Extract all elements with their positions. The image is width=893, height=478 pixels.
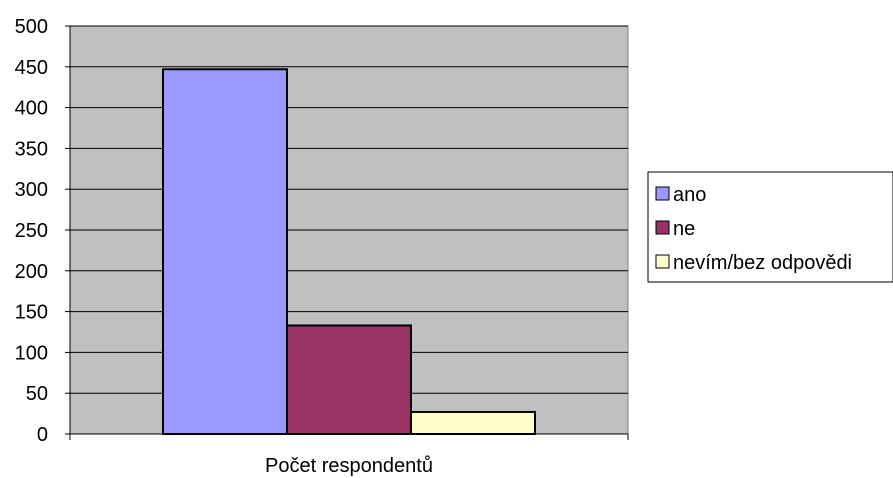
bar-1 bbox=[162, 68, 288, 436]
y-tick-label: 250 bbox=[15, 220, 48, 242]
category-label: Počet respondentů bbox=[265, 455, 433, 477]
legend-label: nevím/bez odpovědi bbox=[673, 252, 852, 274]
y-tick-label: 50 bbox=[26, 383, 48, 405]
y-tick-label: 0 bbox=[37, 424, 48, 446]
legend-swatch bbox=[655, 220, 670, 235]
y-tick-label: 350 bbox=[15, 138, 48, 160]
bars bbox=[162, 68, 536, 436]
y-tick-label: 500 bbox=[15, 16, 48, 38]
y-tick-label: 300 bbox=[15, 179, 48, 201]
y-tick-label: 450 bbox=[15, 57, 48, 79]
y-tick-label: 200 bbox=[15, 261, 48, 283]
legend-swatch bbox=[655, 186, 670, 201]
y-tick-label: 150 bbox=[15, 302, 48, 324]
bar-2 bbox=[286, 324, 412, 435]
legend: ano ne nevím/bez odpovědi bbox=[647, 171, 893, 283]
bar-3 bbox=[410, 410, 536, 435]
x-axis: Počet respondentů bbox=[69, 433, 629, 477]
y-axis: 0 50 100 150 200 250 300 350 400 450 500 bbox=[15, 16, 71, 446]
legend-swatch bbox=[655, 254, 670, 269]
y-tick-label: 100 bbox=[15, 342, 48, 364]
legend-label: ne bbox=[673, 218, 695, 240]
legend-box bbox=[647, 171, 893, 283]
legend-label: ano bbox=[673, 184, 706, 206]
y-tick-label: 400 bbox=[15, 98, 48, 120]
